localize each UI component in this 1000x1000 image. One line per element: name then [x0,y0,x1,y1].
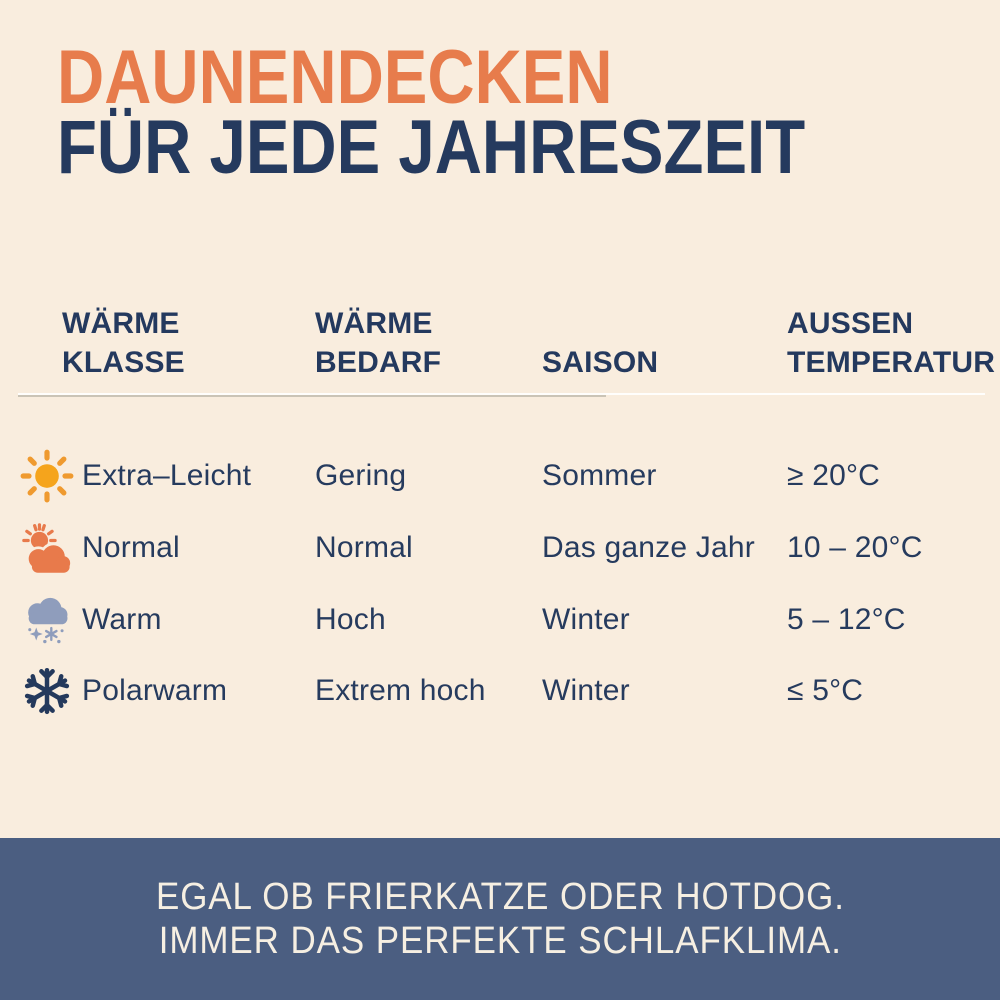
header-line: BEDARF [315,346,442,379]
header-divider [18,395,606,397]
sun-icon [19,449,75,503]
header-line: WÄRME [62,307,180,340]
waerme-klasse-value: Warm [82,603,162,636]
waerme-bedarf-value: Extrem hoch [315,674,486,707]
waerme-klasse-value: Extra–Leicht [82,459,252,492]
page-title-line2: FÜR JEDE JAHRESZEIT [57,110,927,186]
table-row: Polarwarm Extrem hoch Winter ≤ 5°C [0,664,1000,718]
header-divider-highlight [18,393,985,395]
aussentemperatur-value: ≤ 5°C [787,674,864,707]
waerme-bedarf-value: Gering [315,459,407,492]
footer-banner: EGAL OB FRIERKATZE ODER HOTDOG. IMMER DA… [0,838,1000,1000]
table-row: Extra–Leicht Gering Sommer ≥ 20°C [0,449,1000,503]
aussentemperatur-value: 10 – 20°C [787,531,923,564]
page-title-line1: DAUNENDECKEN [57,40,703,116]
page-title-line1-text: DAUNENDECKEN [57,35,613,120]
header-line: SAISON [542,346,659,379]
header-line: TEMPERATUR [787,346,996,379]
sun-behind-cloud-icon [19,521,75,575]
saison-value: Winter [542,674,630,707]
header-line: WÄRME [315,307,433,340]
banner-line2: IMMER DAS PERFEKTE SCHLAFKLIMA. [158,920,842,962]
table-row: Warm Hoch Winter 5 – 12°C [0,593,1000,647]
column-header-aussentemperatur: AUSSEN TEMPERATUR [787,302,995,382]
snowflake-icon [19,664,75,718]
column-header-saison: SAISON [542,302,658,382]
aussentemperatur-value: ≥ 20°C [787,459,881,492]
saison-value: Winter [542,603,630,636]
table-row: Normal Normal Das ganze Jahr 10 – 20°C [0,521,1000,575]
waerme-bedarf-value: Normal [315,531,413,564]
waerme-bedarf-value: Hoch [315,603,386,636]
page-title-line2-text: FÜR JEDE JAHRESZEIT [57,105,806,190]
waerme-klasse-value: Polarwarm [82,674,228,707]
waerme-klasse-value: Normal [82,531,180,564]
header-line: KLASSE [62,346,185,379]
header-line: AUSSEN [787,307,914,340]
saison-value: Sommer [542,459,657,492]
banner-line1: EGAL OB FRIERKATZE ODER HOTDOG. [155,876,845,918]
aussentemperatur-value: 5 – 12°C [787,603,906,636]
snow-cloud-icon [19,593,75,647]
column-header-waerme-klasse: WÄRME KLASSE [62,302,185,382]
saison-value: Das ganze Jahr [542,531,755,564]
column-header-waerme-bedarf: WÄRME BEDARF [315,302,441,382]
